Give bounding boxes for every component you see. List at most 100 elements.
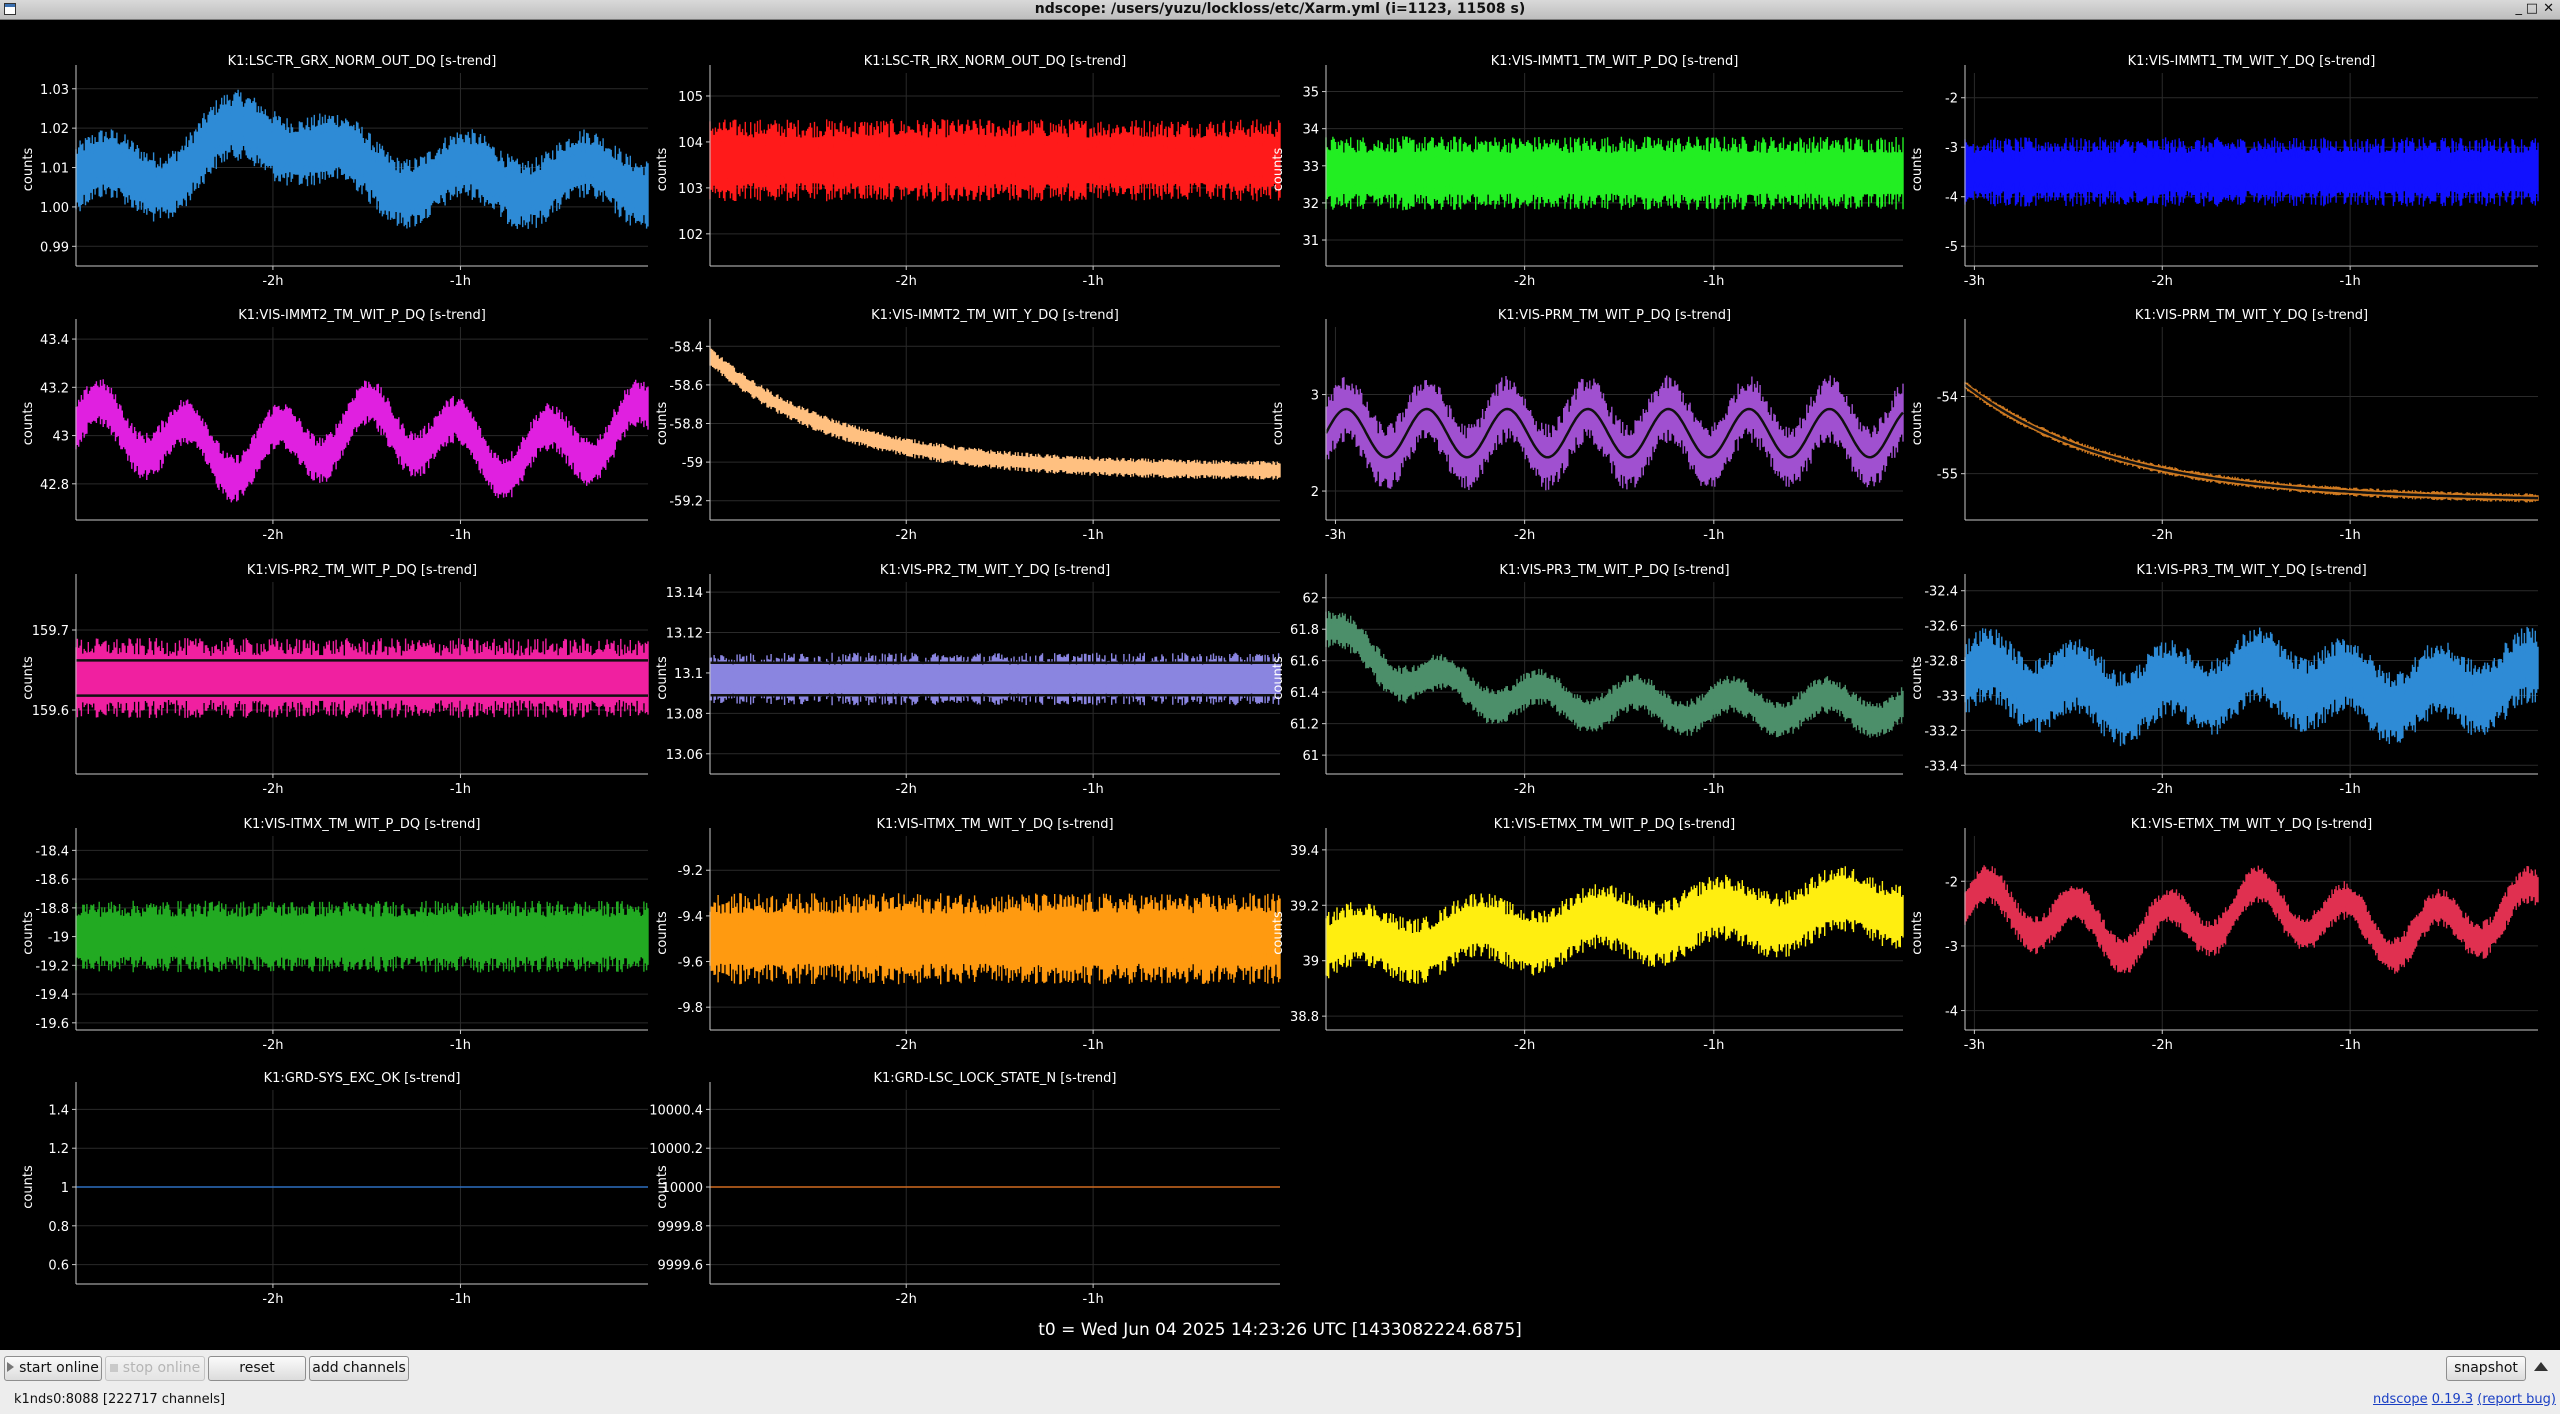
- y-axis-label: counts: [21, 402, 36, 446]
- y-tick-label: 13.12: [666, 627, 703, 642]
- x-tick-label: -1h: [1083, 528, 1104, 543]
- y-tick-label: 1.4: [48, 1103, 69, 1118]
- y-tick-label: 10000.4: [649, 1103, 703, 1118]
- y-tick-label: 3: [1311, 389, 1319, 404]
- version-link[interactable]: 0.19.3: [2431, 1392, 2474, 1407]
- y-axis-label: counts: [21, 656, 36, 700]
- y-tick-label: 102: [678, 228, 703, 243]
- x-tick-label: -2h: [1514, 528, 1535, 543]
- x-tick-label: -2h: [262, 274, 283, 289]
- trace-fill: [1965, 147, 2538, 197]
- trend-plot[interactable]: K1:LSC-TR_IRX_NORM_OUT_DQ [s-trend] 105 10…: [655, 54, 1281, 289]
- trend-plot[interactable]: K1:VIS-ETMX_TM_WIT_Y_DQ [s-trend] -2 -3 -4 -…: [1910, 817, 2539, 1053]
- y-axis-label: counts: [1910, 656, 1925, 700]
- trace-fill: [76, 650, 648, 706]
- stop-online-label: stop online: [122, 1360, 201, 1376]
- reset-button[interactable]: reset: [208, 1356, 306, 1381]
- minimize-button[interactable]: _: [2515, 1, 2523, 16]
- x-tick-label: -1h: [2340, 528, 2361, 543]
- x-tick-label: -3h: [1964, 274, 1985, 289]
- trend-plot[interactable]: K1:VIS-PRM_TM_WIT_P_DQ [s-trend] 3 2 -3h -2h…: [1271, 308, 1904, 543]
- x-tick-label: -1h: [450, 782, 471, 797]
- y-tick-label: 61.4: [1290, 686, 1319, 701]
- trend-plot[interactable]: K1:VIS-PRM_TM_WIT_Y_DQ [s-trend] -54 -55 -2…: [1910, 308, 2539, 543]
- y-tick-label: -18.4: [35, 844, 69, 859]
- trend-plot[interactable]: K1:VIS-ITMX_TM_WIT_P_DQ [s-trend] -18.4 -1…: [21, 817, 649, 1053]
- y-axis-label: counts: [655, 911, 670, 955]
- trend-plot[interactable]: K1:VIS-ETMX_TM_WIT_P_DQ [s-trend] 39.4 39.…: [1271, 817, 1904, 1053]
- trend-plot[interactable]: K1:VIS-ITMX_TM_WIT_Y_DQ [s-trend] -9.2 -9.…: [655, 817, 1281, 1053]
- y-tick-label: 43.4: [40, 333, 69, 348]
- y-tick-label: -2: [1945, 875, 1958, 890]
- y-axis-label: counts: [655, 402, 670, 446]
- collapse-arrow-icon[interactable]: [2534, 1362, 2548, 1371]
- start-online-button[interactable]: start online: [4, 1356, 102, 1381]
- trend-plot[interactable]: K1:GRD-SYS_EXC_OK [s-trend] 1.4 1.2 1 0.8 0.6…: [21, 1071, 648, 1307]
- snapshot-button[interactable]: snapshot: [2446, 1356, 2526, 1381]
- trace-fill: [76, 386, 648, 496]
- maximize-button[interactable]: □: [2525, 1, 2538, 16]
- x-tick-label: -2h: [2152, 782, 2173, 797]
- y-tick-label: 104: [678, 136, 703, 151]
- trend-plot[interactable]: K1:VIS-IMMT2_TM_WIT_Y_DQ [s-trend] -58.4 -…: [655, 308, 1281, 543]
- y-axis-label: counts: [21, 148, 36, 192]
- trend-plot[interactable]: K1:LSC-TR_GRX_NORM_OUT_DQ [s-trend] 1.03 1…: [21, 54, 649, 289]
- trend-plot[interactable]: K1:VIS-PR2_TM_WIT_P_DQ [s-trend] 159.7 159…: [21, 563, 649, 797]
- trend-plot[interactable]: K1:VIS-IMMT2_TM_WIT_P_DQ [s-trend] 43.4 43…: [21, 308, 649, 543]
- y-tick-label: 61: [1302, 749, 1319, 764]
- x-tick-label: -3h: [1325, 528, 1346, 543]
- trace-mean-line: [1964, 383, 2538, 500]
- y-tick-label: 1: [61, 1181, 69, 1196]
- trace-fill: [76, 911, 648, 962]
- version-info: ndscope 0.19.3 (report bug): [2373, 1392, 2556, 1407]
- y-tick-label: 1.2: [48, 1142, 69, 1157]
- y-tick-label: -3: [1945, 141, 1958, 156]
- plot-title: K1:VIS-ETMX_TM_WIT_Y_DQ [s-trend]: [2131, 817, 2372, 832]
- t0-label: t0 = Wed Jun 04 2025 14:23:26 UTC [14330…: [1038, 1320, 1522, 1340]
- y-tick-label: -32.4: [1924, 585, 1958, 600]
- x-tick-label: -2h: [262, 1292, 283, 1307]
- trace-fill: [76, 100, 648, 219]
- plot-title: K1:LSC-TR_GRX_NORM_OUT_DQ [s-trend]: [228, 54, 497, 69]
- window-titlebar[interactable]: ndscope: /users/yuzu/lockloss/etc/Xarm.y…: [0, 0, 2560, 20]
- trend-plot[interactable]: K1:VIS-IMMT1_TM_WIT_P_DQ [s-trend] 35 34 33…: [1271, 54, 1904, 289]
- close-button[interactable]: ✕: [2543, 1, 2554, 16]
- y-axis-label: counts: [1271, 656, 1286, 700]
- x-tick-label: -1h: [1703, 1038, 1724, 1053]
- y-tick-label: -59.2: [669, 495, 703, 510]
- stop-online-button: stop online: [105, 1356, 205, 1381]
- y-axis-label: counts: [1271, 911, 1286, 955]
- x-tick-label: -1h: [450, 274, 471, 289]
- trend-plot[interactable]: K1:VIS-PR2_TM_WIT_Y_DQ [s-trend] 13.14 13.…: [655, 563, 1281, 797]
- trend-plot[interactable]: K1:VIS-PR3_TM_WIT_P_DQ [s-trend] 62 61.8 61…: [1271, 563, 1904, 797]
- y-tick-label: 34: [1302, 123, 1319, 138]
- y-tick-label: 10000: [662, 1181, 703, 1196]
- trend-plot[interactable]: K1:VIS-IMMT1_TM_WIT_Y_DQ [s-trend] -2 -3 -4…: [1910, 54, 2539, 289]
- y-tick-label: 31: [1302, 234, 1319, 249]
- y-tick-label: 9999.6: [658, 1259, 704, 1274]
- ndscope-link[interactable]: ndscope: [2373, 1392, 2428, 1407]
- x-tick-label: -2h: [896, 782, 917, 797]
- x-tick-label: -2h: [1514, 274, 1535, 289]
- x-tick-label: -1h: [1703, 274, 1724, 289]
- y-tick-label: -32.8: [1924, 655, 1958, 670]
- y-axis-label: counts: [1910, 402, 1925, 446]
- y-tick-label: 2: [1311, 485, 1319, 500]
- window-menu-icon[interactable]: [4, 3, 16, 15]
- y-tick-label: 38.8: [1290, 1010, 1319, 1025]
- y-tick-label: -19.2: [35, 959, 69, 974]
- y-tick-label: -33.2: [1924, 724, 1958, 739]
- y-tick-label: 0.6: [48, 1259, 69, 1274]
- y-tick-label: -4: [1945, 191, 1958, 206]
- add-channels-button[interactable]: add channels: [309, 1356, 409, 1381]
- report-bug-link[interactable]: (report bug): [2477, 1392, 2556, 1407]
- start-online-label: start online: [19, 1360, 99, 1376]
- trend-plot[interactable]: K1:VIS-PR3_TM_WIT_Y_DQ [s-trend] -32.4 -32…: [1910, 563, 2539, 797]
- plot-title: K1:VIS-IMMT1_TM_WIT_P_DQ [s-trend]: [1491, 54, 1739, 69]
- trace-fill: [1965, 638, 2538, 735]
- trend-plot[interactable]: K1:GRD-LSC_LOCK_STATE_N [s-trend] 10000.4…: [649, 1071, 1280, 1307]
- trace-fill: [710, 349, 1280, 477]
- y-tick-label: -4: [1945, 1005, 1958, 1020]
- stop-icon: [109, 1364, 118, 1372]
- plot-title: K1:VIS-ITMX_TM_WIT_P_DQ [s-trend]: [244, 817, 481, 832]
